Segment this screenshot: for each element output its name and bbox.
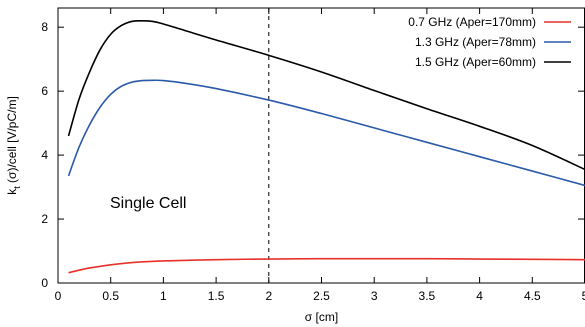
- series-line-1: [68, 257, 585, 274]
- x-tick-label: 4: [476, 289, 483, 303]
- x-tick-label: 1: [160, 289, 167, 303]
- y-axis-label-sub: t: [12, 186, 22, 189]
- legend-label-3: 1.5 GHz (Aper=60mm): [415, 55, 536, 69]
- legend: 0.7 GHz (Aper=170mm) 1.3 GHz (Aper=78mm) 1…: [408, 15, 571, 69]
- x-tick-label: 3: [371, 289, 378, 303]
- plot-frame: [57, 7, 585, 284]
- y-axis-label: kt (σ)/cell [V/pC/m]: [5, 96, 22, 195]
- series-group: [67, 19, 585, 274]
- axis-ticks: [57, 8, 585, 284]
- x-tick-label: 2.5: [313, 289, 330, 303]
- y-tick-label: 4: [41, 148, 48, 162]
- y-tick-label: 8: [41, 20, 48, 34]
- y-tick-label: 6: [41, 84, 48, 98]
- y-tick-label: 0: [41, 276, 48, 290]
- x-tick-label: 0: [55, 289, 62, 303]
- x-tick-label: 3.5: [419, 289, 436, 303]
- x-tick-label: 0.5: [102, 289, 119, 303]
- x-tick-label: 2: [265, 289, 272, 303]
- x-axis-label: σ [cm]: [305, 310, 338, 324]
- series-line-3: [67, 19, 585, 171]
- y-tick-label: 2: [41, 212, 48, 226]
- x-tick-label: 1.5: [208, 289, 225, 303]
- series-line-2: [67, 79, 585, 187]
- annotation-single-cell: Single Cell: [110, 195, 186, 212]
- legend-label-2: 1.3 GHz (Aper=78mm): [415, 35, 536, 49]
- y-axis-label-rest: (σ)/cell [V/pC/m]: [5, 96, 19, 186]
- x-tick-label: 5: [582, 289, 585, 303]
- tick-labels: 0 0.5 1 1.5 2 2.5 3 3.5 4 4.5 5 0 2 4 6 8: [41, 20, 585, 303]
- legend-label-1: 0.7 GHz (Aper=170mm): [408, 15, 536, 29]
- x-tick-label: 4.5: [524, 289, 541, 303]
- y-axis-label-main: k: [5, 188, 19, 195]
